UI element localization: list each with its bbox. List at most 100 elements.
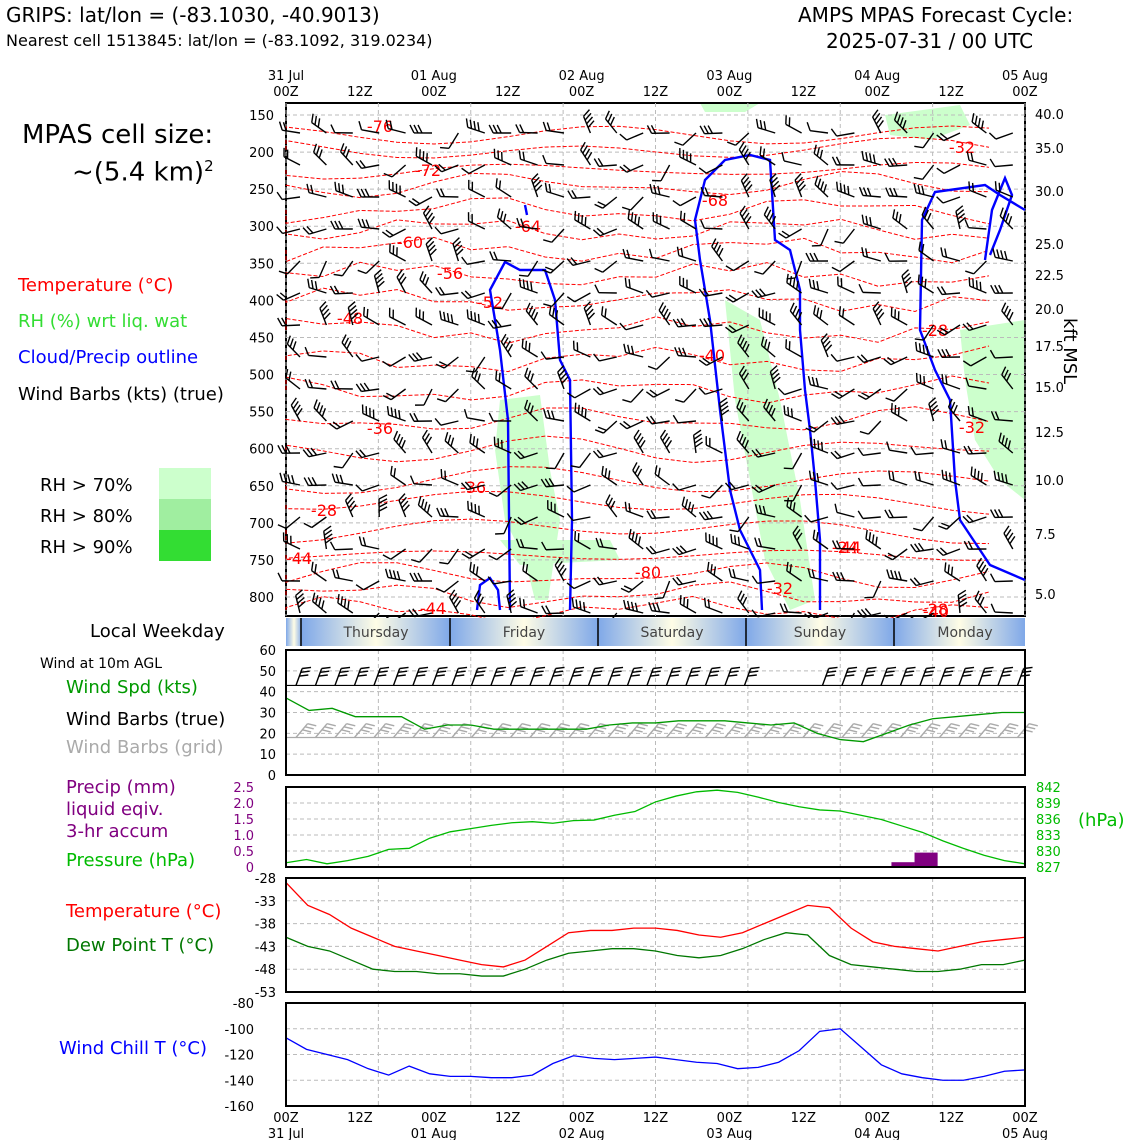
barb-feather [281, 444, 287, 454]
barb-feather [909, 578, 917, 586]
barb-staff [519, 546, 538, 550]
barb-feather [566, 582, 575, 590]
barb-staff [415, 196, 433, 207]
wind-barb [278, 121, 301, 134]
cs-ytick-left: 400 [249, 294, 274, 309]
wind-barb [431, 666, 448, 686]
wind-barb [857, 388, 882, 400]
wind-barb [992, 248, 1013, 262]
barb-feather [307, 477, 314, 486]
barb-feather [529, 405, 534, 415]
barb-staff [837, 284, 855, 294]
barb-feather [385, 723, 395, 727]
wind-barb [865, 529, 882, 550]
wind-barb [672, 414, 697, 424]
wind-barb [754, 537, 776, 550]
barb-feather [940, 327, 949, 334]
barb-staff [501, 292, 512, 309]
barb-feather [574, 210, 577, 220]
barb-staff [969, 414, 987, 422]
precip-ytick: 0.5 [233, 845, 254, 860]
barb-staff [812, 538, 829, 550]
barb-feather [792, 502, 796, 512]
wind-ytick: 0 [268, 769, 276, 784]
wind-barb [531, 173, 543, 198]
wind-barb [965, 260, 987, 275]
wind-barb [311, 113, 327, 134]
wind-barb [913, 164, 935, 180]
wind-barb [645, 289, 670, 298]
barb-staff [841, 723, 855, 738]
barb-feather [450, 314, 454, 324]
barb-feather [843, 184, 846, 194]
barb-feather [408, 199, 417, 207]
barb-feather [860, 608, 868, 617]
barb-feather [676, 576, 683, 585]
wind-barb [574, 402, 591, 422]
cs-ytick-right: 5.0 [1035, 588, 1056, 603]
wind-barb [439, 548, 459, 565]
barb-feather [571, 189, 578, 199]
wind-barb [444, 432, 459, 454]
barb-feather [610, 500, 616, 510]
wind-barb [355, 484, 380, 492]
barb-feather [288, 371, 292, 381]
barb-feather [654, 597, 664, 600]
barb-staff [493, 258, 512, 262]
wind-barb [513, 516, 538, 526]
barb-feather [390, 407, 394, 417]
barb-feather [711, 238, 717, 247]
barb-feather [813, 305, 817, 315]
barb-staff [466, 260, 485, 265]
barb-feather [728, 568, 732, 578]
barb-feather [536, 666, 546, 670]
barb-staff [757, 452, 776, 458]
barb-staff [334, 576, 353, 582]
barb-feather [413, 124, 419, 134]
cell-size-label: MPAS cell size: [22, 120, 214, 150]
barb-feather [471, 213, 473, 223]
barb-feather [607, 113, 613, 123]
wind-barb [436, 388, 459, 403]
temperature-contour [285, 136, 990, 159]
barb-feather [940, 286, 947, 295]
barb-feather [653, 666, 663, 670]
wind-barb [278, 260, 301, 275]
wind-barb [434, 226, 459, 235]
barb-feather [1007, 532, 1014, 541]
barb-feather [458, 666, 468, 670]
wind-barb [509, 723, 531, 738]
barb-feather [710, 564, 713, 574]
barb-feather [473, 590, 480, 599]
barb-feather [892, 157, 898, 167]
barb-staff [431, 668, 440, 686]
barb-feather [914, 338, 924, 341]
wind-barb [704, 666, 721, 686]
wind-barb [385, 119, 406, 134]
barb-feather [983, 670, 993, 673]
barb-feather [637, 216, 641, 226]
barb-feather [302, 227, 310, 235]
wind-barb [572, 340, 591, 358]
barb-staff [587, 723, 601, 738]
pressure-ytick: 842 [1036, 781, 1061, 796]
wind-barb [777, 387, 802, 396]
barb-feather [719, 401, 728, 408]
barb-staff [738, 373, 750, 390]
barb-feather [659, 429, 667, 438]
barb-feather [597, 426, 607, 432]
barb-staff [718, 403, 724, 422]
barb-feather [627, 210, 631, 220]
barb-feather [335, 474, 340, 484]
rh-fill-region [960, 320, 1025, 500]
barb-staff [549, 313, 565, 326]
barb-feather [498, 372, 501, 382]
barb-feather [865, 152, 869, 162]
barb-feather [838, 306, 842, 316]
wind-barb [567, 189, 591, 200]
barb-feather [708, 534, 711, 544]
wind-barb [698, 510, 723, 521]
barb-feather [396, 571, 401, 580]
barb-feather [679, 210, 682, 220]
